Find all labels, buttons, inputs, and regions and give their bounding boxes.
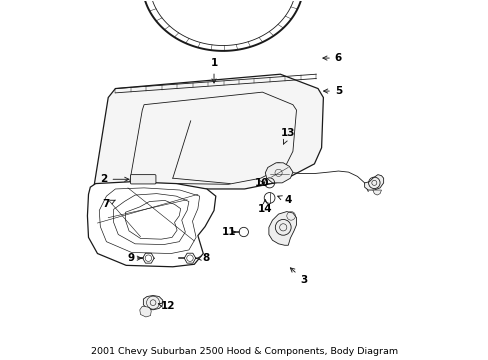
Text: 2: 2 — [100, 174, 128, 184]
Polygon shape — [143, 296, 163, 310]
Polygon shape — [87, 182, 215, 267]
Polygon shape — [140, 306, 151, 317]
Text: 3: 3 — [290, 268, 306, 285]
Polygon shape — [94, 74, 323, 189]
Text: 13: 13 — [281, 129, 295, 144]
Text: 9: 9 — [128, 253, 141, 263]
FancyBboxPatch shape — [130, 175, 156, 184]
Text: 14: 14 — [258, 200, 272, 214]
Text: 4: 4 — [277, 195, 291, 206]
Text: 2001 Chevy Suburban 2500 Hood & Components, Body Diagram: 2001 Chevy Suburban 2500 Hood & Componen… — [91, 347, 397, 356]
Text: 11: 11 — [222, 227, 236, 237]
Text: 6: 6 — [322, 53, 342, 63]
Polygon shape — [372, 190, 381, 195]
Polygon shape — [265, 163, 292, 183]
Polygon shape — [364, 175, 383, 190]
Text: 8: 8 — [196, 253, 209, 263]
Text: 5: 5 — [323, 86, 342, 96]
Text: 10: 10 — [254, 178, 268, 188]
Text: 1: 1 — [210, 58, 217, 83]
Text: 12: 12 — [158, 301, 175, 311]
Text: 7: 7 — [102, 199, 115, 210]
Polygon shape — [268, 212, 296, 245]
